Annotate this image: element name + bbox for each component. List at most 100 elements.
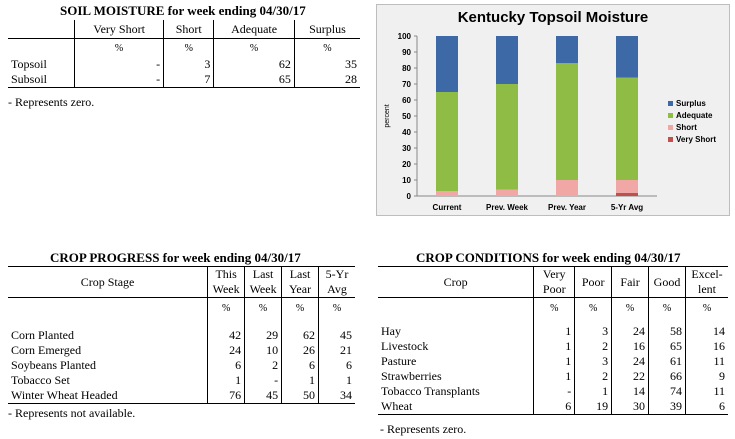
value-cell: 1 [533,369,576,384]
unit-cell: % [244,297,283,318]
unit-cell: % [207,297,246,318]
y-axis-label: percent [384,104,391,127]
legend-swatch [668,137,673,142]
table-row: Wheat 6 19 30 39 6 [378,399,728,415]
legend-swatch [668,113,673,118]
legend-swatch [668,125,673,130]
value-cell: 65 [648,339,686,354]
bar-segment-short [556,180,578,196]
value-cell: - [244,373,283,388]
value-cell: 14 [713,324,725,338]
value-cell: 3 [574,354,613,369]
legend-label: Very Short [676,135,716,144]
unit-cell: % [163,38,215,57]
value-cell: 6 [685,399,728,415]
y-tick-label: 40 [402,128,411,137]
soil-moisture-table: Very Short Short Adequate Surplus % % % … [8,20,360,88]
table-row: Hay 1 3 24 58 14 [378,324,728,339]
value-cell: 62 [281,328,320,343]
row-label: Winter Wheat Headed [8,388,209,404]
chart-canvas: 0 10 20 30 40 50 60 70 80 90 100 percent Current Prev… [384,32,716,212]
y-tick-label: 10 [402,176,411,185]
crop-progress-table: Crop Stage This Week Last Week Last Year… [8,266,355,404]
bar-segment-surplus [616,36,638,78]
value-cell: 76 [207,388,246,404]
cell-very-short: - [74,57,165,72]
value-cell: 50 [281,388,320,404]
row-label: Corn Emerged [8,343,209,358]
row-label: Corn Planted [8,328,209,343]
row-label: Wheat [378,399,535,415]
header-this-week: This Week [207,266,246,298]
value-cell: 26 [281,343,320,358]
conditions-note: - Represents zero. [380,422,467,436]
cell-short: 7 [163,72,215,88]
table-row: Pasture 1 3 24 61 11 [378,354,728,369]
row-label: Livestock [378,339,535,354]
value-cell: 11 [713,354,725,368]
soil-header-surplus: Surplus [294,20,360,39]
value-cell: 1 [281,373,320,388]
value-cell: 24 [611,354,650,369]
unit-cell: % [611,297,650,318]
bar-segment-short [616,180,638,193]
chart-title: Kentucky Topsoil Moisture [457,9,649,26]
header-crop: Crop [378,266,535,298]
table-row: Livestock 1 2 16 65 16 [378,339,728,354]
value-cell: 1 [533,339,576,354]
x-tick-label: Prev. Week [486,203,529,212]
table-row: Subsoil - 7 65 28 [8,72,360,88]
header-fair: Fair [611,266,650,298]
header-last-year: Last Year [281,266,320,298]
value-cell: 6 [346,358,352,372]
value-cell: 10 [244,343,283,358]
soil-header-very-short: Very Short [74,20,165,39]
header-crop-stage: Crop Stage [8,266,209,298]
value-cell: 6 [281,358,320,373]
y-tick-label: 0 [407,192,412,201]
crop-progress-title: CROP PROGRESS for week ending 04/30/17 [50,250,301,265]
value-cell: 66 [648,369,686,384]
cell-adequate: 62 [213,57,295,72]
crop-conditions-table: Crop Very Poor Poor Fair Good Excel- len… [378,266,728,415]
progress-note: - Represents not available. [8,406,136,420]
y-tick-label: 20 [402,160,411,169]
table-row: Winter Wheat Headed 76 45 50 34 [8,388,355,404]
value-cell: 11 [713,384,725,398]
header-last-week: Last Week [244,266,283,298]
value-cell: 16 [611,339,650,354]
y-tick-label: 30 [402,144,411,153]
value-cell: 58 [648,324,686,339]
value-cell: 2 [244,358,283,373]
value-cell: 1 [346,373,352,387]
value-cell: 6 [207,358,246,373]
value-cell: - [533,384,576,399]
progress-unit-row: %%%% [8,297,355,318]
value-cell: 24 [611,324,650,339]
value-cell: 39 [648,399,686,415]
value-cell: 14 [611,384,650,399]
value-cell: 45 [340,328,352,342]
legend-label: Surplus [676,99,706,108]
bar-segment-short [436,191,458,196]
unit-cell: % [281,297,320,318]
soil-header-short: Short [163,20,215,39]
value-cell: 1 [533,324,576,339]
conditions-header-row: Crop Very Poor Poor Fair Good Excel- len… [378,266,728,298]
value-cell: 45 [244,388,283,404]
crop-conditions-title: CROP CONDITIONS for week ending 04/30/17 [416,250,681,265]
value-cell: 29 [244,328,283,343]
bar-segment-surplus [556,36,578,64]
cell-surplus: 28 [294,72,360,88]
bar-segment-adequate [556,63,578,181]
y-tick-label: 90 [402,48,411,57]
bar-segment-adequate [496,84,518,190]
unit-cell: % [648,297,686,318]
soil-note: - Represents zero. [8,95,95,109]
bar-segment-adequate [436,92,458,192]
unit-cell: % [74,38,165,57]
value-cell: 6 [533,399,576,415]
value-cell: 9 [719,369,725,383]
conditions-unit-row: %%%%% [378,297,728,318]
bar-segment-short [496,189,518,196]
